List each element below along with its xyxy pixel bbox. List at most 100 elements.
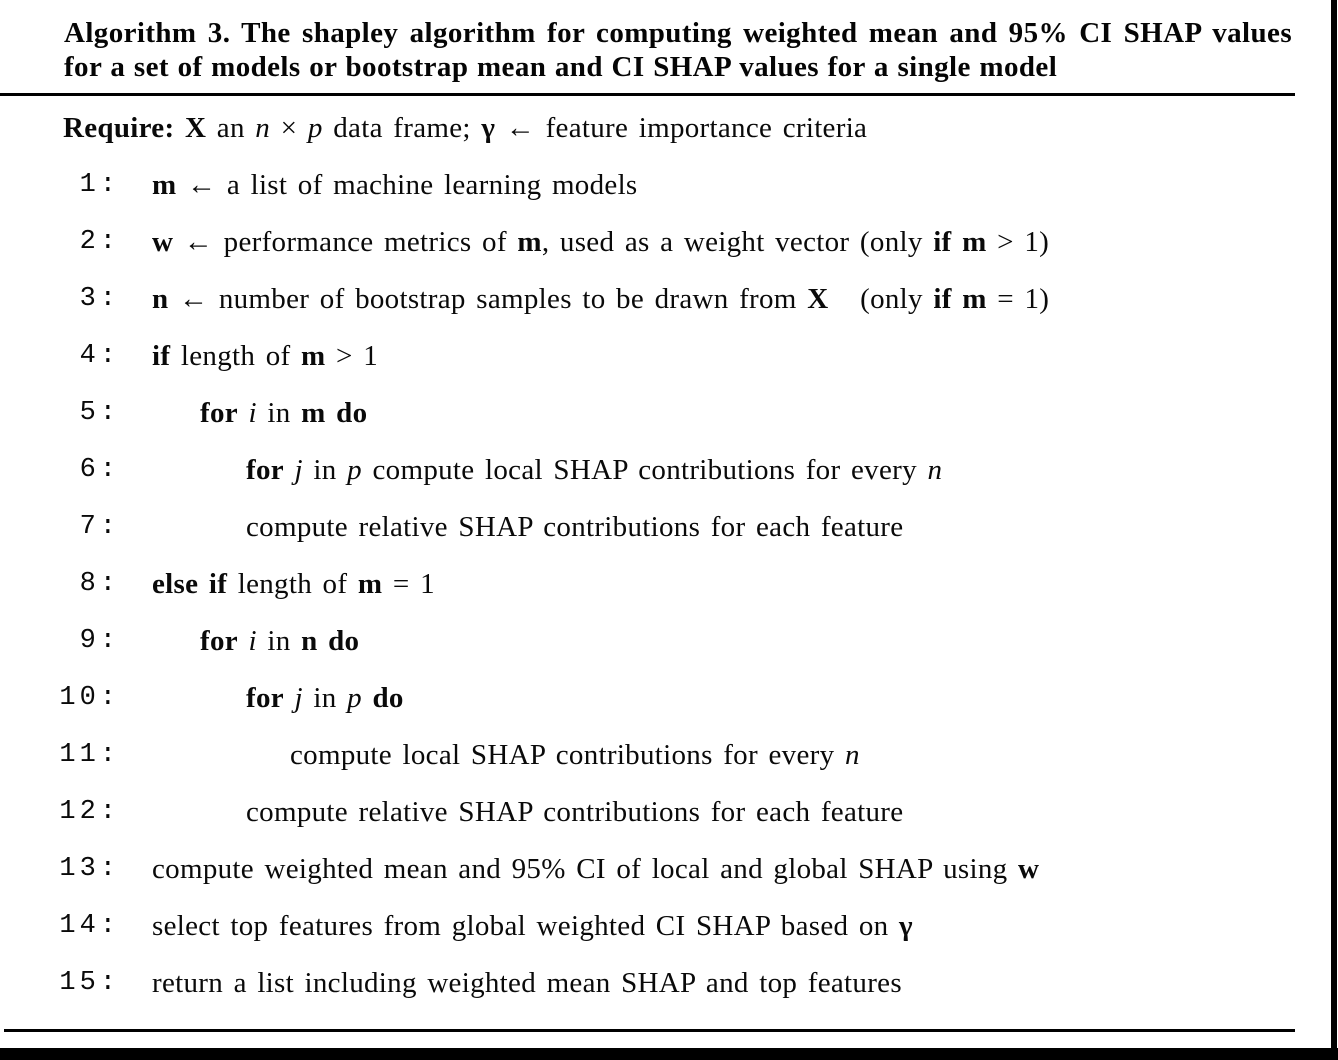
algorithm-line-9: 9: for i in n do xyxy=(0,613,1330,670)
text-segment: compute weighted mean and 95% CI of loca… xyxy=(152,853,1018,885)
text-segment: , used as a weight vector (only xyxy=(541,226,934,258)
text-segment: ← feature importance criteria xyxy=(495,112,868,144)
line-content: compute weighted mean and 95% CI of loca… xyxy=(152,841,1330,898)
algorithm-line-4: 4: if length of m > 1 xyxy=(0,328,1330,385)
line-content: if length of m > 1 xyxy=(152,328,1330,385)
text-segment: do xyxy=(328,625,360,657)
text-segment: in xyxy=(302,454,348,486)
line-content: for i in m do xyxy=(200,385,1330,442)
algorithm-line-10: 10: for j in p do xyxy=(0,670,1330,727)
text-segment: compute local SHAP contributions for eve… xyxy=(290,739,845,771)
line-number: 12: xyxy=(59,797,120,827)
text-segment: (only xyxy=(828,283,934,315)
line-content: for i in n do xyxy=(200,613,1330,670)
text-segment: return a list including weighted mean SH… xyxy=(152,967,902,999)
text-segment: if xyxy=(933,226,952,258)
algorithm-line-5: 5: for i in m do xyxy=(0,385,1330,442)
text-segment xyxy=(952,283,963,315)
line-content: compute relative SHAP contributions for … xyxy=(246,499,1330,556)
text-segment: p xyxy=(347,454,362,486)
title-rule xyxy=(0,93,1295,96)
text-segment: n xyxy=(927,454,943,486)
line-number: 9: xyxy=(79,626,120,656)
text-segment: if xyxy=(933,283,952,315)
text-segment: for xyxy=(200,625,238,657)
text-segment xyxy=(318,625,329,657)
algorithm-line-6: 6: for j in p compute local SHAP contribu… xyxy=(0,442,1330,499)
text-segment: m xyxy=(962,283,987,315)
line-number: 10: xyxy=(59,683,120,713)
line-content: for j in p compute local SHAP contributi… xyxy=(246,442,1330,499)
line-number: 6: xyxy=(79,455,120,485)
line-number: 3: xyxy=(79,284,120,314)
text-segment: in xyxy=(302,682,348,714)
algorithm-line-14: 14: select top features from global weigh… xyxy=(0,898,1330,955)
text-segment: in xyxy=(256,625,302,657)
text-segment: m xyxy=(301,340,326,372)
text-segment xyxy=(284,682,295,714)
line-number: 13: xyxy=(59,854,120,884)
text-segment: m xyxy=(152,169,177,201)
right-border-bar xyxy=(1331,0,1337,1060)
text-segment: = 1 xyxy=(382,568,435,600)
text-segment: Require: xyxy=(63,112,185,144)
algorithm-body: Require: X an n × p data frame; γ ← feat… xyxy=(0,100,1330,1012)
algorithm-line-3: 3: n ← number of bootstrap samples to be … xyxy=(0,271,1330,328)
line-number: 8: xyxy=(79,569,120,599)
text-segment: n xyxy=(844,739,860,771)
text-segment: ← performance metrics of xyxy=(173,226,518,258)
bottom-border-bar xyxy=(0,1048,1338,1060)
text-segment xyxy=(238,625,249,657)
algorithm-line-1: 1: m ← a list of machine learning models xyxy=(0,157,1330,214)
text-segment: length of xyxy=(170,340,302,372)
line-content: n ← number of bootstrap samples to be dr… xyxy=(152,271,1330,328)
text-segment: n xyxy=(255,112,271,144)
line-content: w ← performance metrics of m, used as a … xyxy=(152,214,1330,271)
text-segment: > 1 xyxy=(325,340,379,372)
text-segment: for xyxy=(200,397,238,429)
text-segment: if xyxy=(152,340,171,372)
text-segment: compute relative SHAP contributions for … xyxy=(246,511,904,543)
text-segment: w xyxy=(1017,853,1040,885)
text-segment: × xyxy=(270,112,308,144)
algorithm-line-7: 7: compute relative SHAP contributions fo… xyxy=(0,499,1330,556)
text-segment: w xyxy=(152,226,174,258)
text-segment: an xyxy=(206,112,256,144)
text-segment: ← number of bootstrap samples to be draw… xyxy=(168,283,808,315)
text-segment: X xyxy=(184,112,207,144)
text-segment: X xyxy=(807,283,829,315)
line-content: compute local SHAP contributions for eve… xyxy=(290,727,1330,784)
line-content: else if length of m = 1 xyxy=(152,556,1330,613)
text-segment: compute relative SHAP contributions for … xyxy=(246,796,904,828)
algorithm-line-15: 15: return a list including weighted mean… xyxy=(0,955,1330,1012)
text-segment xyxy=(238,397,249,429)
text-segment: j xyxy=(294,454,303,486)
line-number: 5: xyxy=(79,398,120,428)
line-content: compute relative SHAP contributions for … xyxy=(246,784,1330,841)
text-segment: select top features from global weighted… xyxy=(152,910,899,942)
line-number: 14: xyxy=(59,911,120,941)
text-segment: for xyxy=(246,454,284,486)
text-segment: m xyxy=(517,226,542,258)
text-segment: γ xyxy=(481,112,496,144)
text-segment: γ xyxy=(899,910,913,942)
text-segment: do xyxy=(336,397,368,429)
text-segment: = 1) xyxy=(986,283,1050,315)
text-segment: > 1) xyxy=(986,226,1050,258)
text-segment xyxy=(284,454,295,486)
line-number: 7: xyxy=(79,512,120,542)
algorithm-require-line: Require: X an n × p data frame; γ ← feat… xyxy=(0,100,1330,157)
text-segment: in xyxy=(256,397,302,429)
line-content: m ← a list of machine learning models xyxy=(152,157,1330,214)
algorithm-line-8: 8: else if length of m = 1 xyxy=(0,556,1330,613)
algorithm-line-12: 12: compute relative SHAP contributions f… xyxy=(0,784,1330,841)
algorithm-line-13: 13: compute weighted mean and 95% CI of l… xyxy=(0,841,1330,898)
line-number: 2: xyxy=(79,227,120,257)
line-content: for j in p do xyxy=(246,670,1330,727)
text-segment: i xyxy=(248,625,257,657)
text-segment: else if xyxy=(152,568,228,600)
line-number: 15: xyxy=(59,968,120,998)
text-segment xyxy=(326,397,337,429)
line-content: select top features from global weighted… xyxy=(152,898,1330,955)
